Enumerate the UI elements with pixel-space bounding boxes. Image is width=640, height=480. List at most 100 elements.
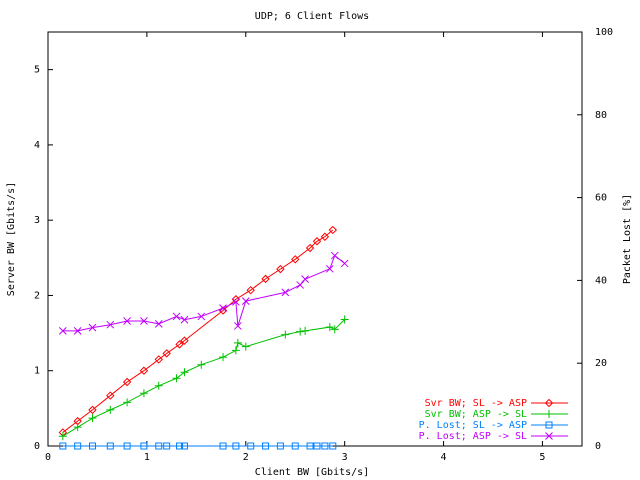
data-point bbox=[312, 237, 322, 246]
data-point bbox=[276, 442, 284, 450]
data-point bbox=[291, 442, 299, 450]
series bbox=[59, 442, 337, 450]
data-point bbox=[172, 312, 181, 321]
data-point bbox=[154, 320, 163, 328]
y-tick-label: 4 bbox=[34, 140, 40, 151]
data-point bbox=[197, 312, 206, 321]
legend-marker bbox=[545, 410, 553, 418]
x-tick-label: 5 bbox=[539, 452, 545, 463]
data-point bbox=[305, 243, 315, 253]
data-point bbox=[123, 398, 132, 407]
data-point bbox=[301, 275, 309, 284]
data-point bbox=[246, 285, 255, 295]
y2-axis-label: Packet Lost [%] bbox=[622, 194, 633, 284]
data-point bbox=[247, 442, 255, 450]
x-axis-label: Client BW [Gbits/s] bbox=[255, 467, 369, 478]
x-tick-label: 0 bbox=[45, 452, 51, 463]
legend-label: P. Lost; SL -> ASP bbox=[419, 420, 527, 431]
legend-marker bbox=[544, 398, 554, 408]
y2-tick-label: 0 bbox=[595, 441, 601, 452]
data-point bbox=[176, 442, 184, 450]
data-point bbox=[328, 225, 338, 235]
data-point bbox=[106, 320, 115, 329]
data-point bbox=[330, 325, 339, 334]
series bbox=[58, 315, 349, 441]
data-point bbox=[301, 326, 310, 335]
data-point bbox=[340, 259, 349, 268]
data-point bbox=[320, 232, 330, 241]
legend-label: P. Lost; ASP -> SL bbox=[419, 431, 527, 442]
data-point bbox=[219, 442, 227, 450]
data-point bbox=[233, 338, 242, 347]
x-tick-label: 2 bbox=[243, 452, 249, 463]
data-point bbox=[232, 442, 240, 450]
y-tick-label: 2 bbox=[34, 290, 40, 301]
data-point bbox=[154, 355, 163, 364]
data-point bbox=[122, 377, 132, 387]
y-tick-label: 0 bbox=[34, 441, 40, 452]
legend-label: Svr BW; ASP -> SL bbox=[425, 409, 527, 420]
data-point bbox=[241, 342, 250, 351]
series bbox=[58, 251, 349, 335]
data-point bbox=[89, 442, 96, 450]
data-point bbox=[281, 288, 290, 297]
data-point bbox=[313, 442, 321, 450]
data-point bbox=[321, 442, 329, 450]
x-tick-label: 1 bbox=[144, 452, 150, 463]
data-point bbox=[123, 442, 131, 450]
y-tick-label: 3 bbox=[34, 215, 40, 226]
y-tick-label: 1 bbox=[34, 366, 40, 377]
data-point bbox=[306, 442, 314, 450]
data-point bbox=[106, 442, 114, 450]
data-point bbox=[163, 442, 171, 450]
x-tick-label: 3 bbox=[342, 452, 348, 463]
chart-title: UDP; 6 Client Flows bbox=[255, 11, 369, 22]
data-point bbox=[330, 251, 339, 260]
data-point bbox=[325, 264, 334, 273]
data-point bbox=[58, 432, 67, 441]
axis-ticks: 0 1 2 3 4 5 0 1 2 3 4 5 0 20 40 60 80 100 bbox=[34, 27, 613, 463]
y2-tick-label: 20 bbox=[595, 358, 607, 369]
legend-marker bbox=[545, 432, 553, 440]
data-point bbox=[139, 389, 148, 398]
data-point bbox=[139, 366, 149, 375]
data-point bbox=[154, 381, 163, 390]
y2-tick-label: 60 bbox=[595, 193, 607, 204]
y-tick-label: 5 bbox=[34, 65, 40, 76]
data-point bbox=[180, 368, 189, 377]
data-point bbox=[340, 315, 349, 324]
data-point bbox=[281, 330, 290, 339]
data-point bbox=[59, 442, 67, 450]
series-line bbox=[62, 229, 334, 433]
series-layer bbox=[58, 225, 349, 450]
legend-label: Svr BW; SL -> ASP bbox=[425, 398, 527, 409]
data-point bbox=[261, 274, 270, 284]
data-point bbox=[88, 405, 97, 415]
data-point bbox=[232, 298, 240, 306]
data-point bbox=[197, 360, 206, 369]
data-point bbox=[296, 281, 305, 289]
data-point bbox=[262, 442, 270, 450]
data-point bbox=[172, 374, 181, 383]
data-point bbox=[325, 323, 334, 332]
data-point bbox=[329, 442, 337, 450]
data-point bbox=[180, 336, 189, 345]
data-point bbox=[291, 255, 300, 264]
data-point bbox=[123, 317, 131, 325]
data-point bbox=[74, 442, 82, 450]
data-point bbox=[180, 315, 189, 324]
data-point bbox=[234, 322, 242, 330]
series bbox=[58, 225, 338, 437]
data-point bbox=[219, 353, 228, 362]
data-point bbox=[140, 442, 148, 450]
data-point bbox=[88, 323, 97, 332]
data-point bbox=[73, 423, 82, 432]
data-point bbox=[231, 346, 240, 355]
data-point bbox=[162, 349, 171, 358]
data-point bbox=[276, 264, 285, 274]
y2-tick-label: 40 bbox=[595, 275, 607, 286]
x-tick-label: 4 bbox=[441, 452, 447, 463]
data-point bbox=[175, 340, 184, 349]
